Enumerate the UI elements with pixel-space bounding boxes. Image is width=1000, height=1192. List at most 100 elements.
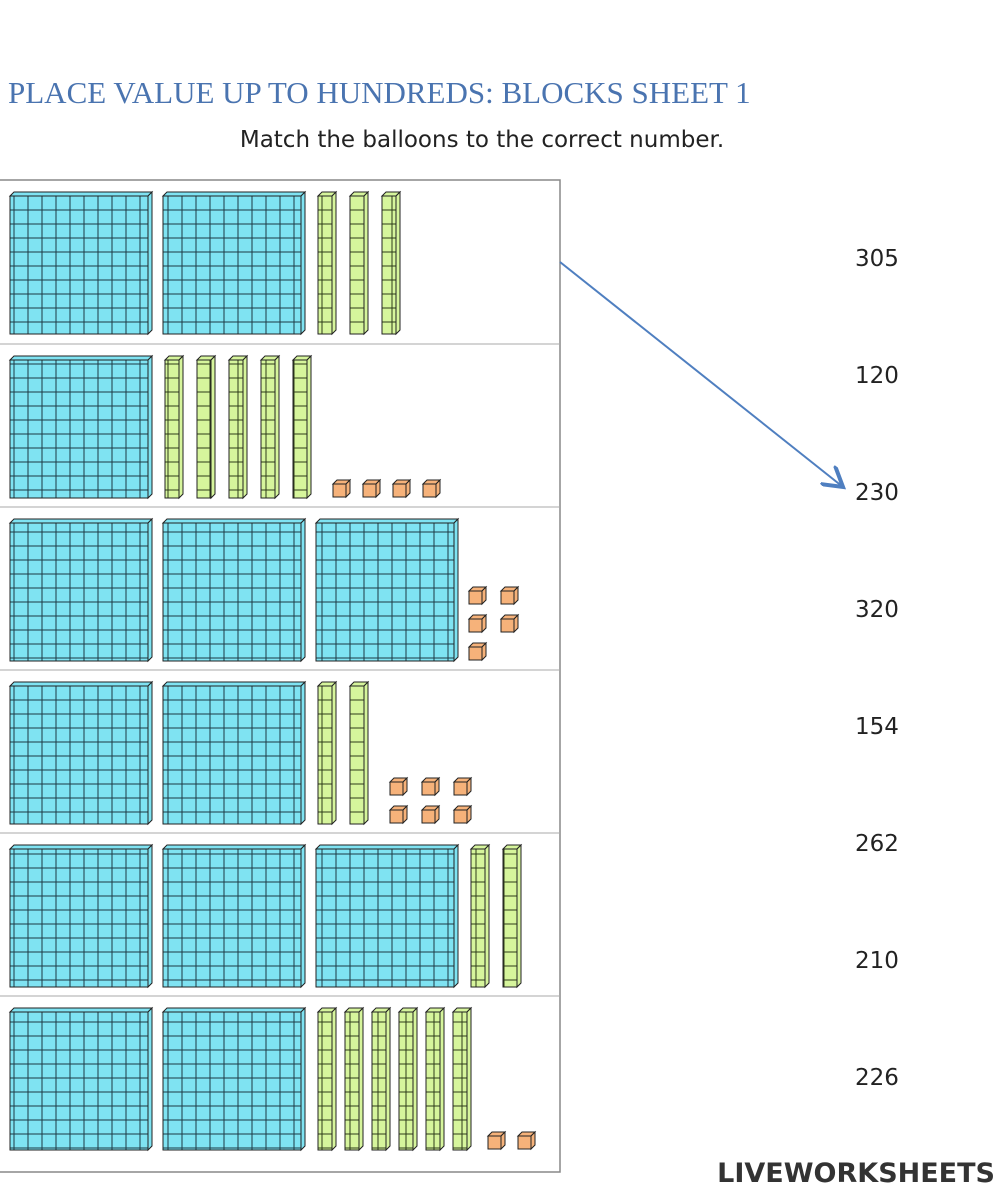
face-side [300,680,306,826]
face-side [147,843,153,989]
answer-number: 305 [855,246,899,272]
hundreds-group [8,517,460,663]
face-front [500,618,515,633]
face-front [468,590,483,605]
tens-group [163,354,313,500]
face-front [502,848,518,988]
hundreds-group [8,1006,307,1152]
face-front [389,781,404,796]
face-front [162,685,302,825]
face-side [147,354,153,500]
face-top [314,518,460,524]
face-front [421,781,436,796]
face-front [9,522,149,662]
face-side [306,354,312,500]
face-front [452,1011,468,1151]
face-side [300,517,306,663]
face-front [425,1011,441,1151]
face-front [421,809,436,824]
numbers: 305 120 230 320 154 262 210 226 [855,246,899,1091]
answer-number: 226 [855,1065,899,1091]
tens-group [469,843,523,989]
face-side [484,843,490,989]
title: PLACE VALUE UP TO HUNDREDS: BLOCKS SHEET… [8,75,751,110]
face-side [242,354,248,500]
blocks-box [0,179,561,1173]
face-side [453,843,459,989]
face-front [453,781,468,796]
ones-group [331,478,442,499]
match-arrow [559,261,843,487]
face-side [274,354,280,500]
face-top [8,681,154,687]
face-front [468,646,483,661]
face-front [468,618,483,633]
face-front [487,1135,502,1150]
face-front [398,1011,414,1151]
face-front [9,685,149,825]
face-side [412,1006,418,1152]
face-front [317,1011,333,1151]
face-top [161,191,307,197]
face-side [385,1006,391,1152]
face-front [344,1011,360,1151]
face-side [210,354,216,500]
hundreds-group [8,354,154,500]
blocks [0,190,560,1152]
face-top [161,518,307,524]
face-front [317,685,333,825]
face-side [300,843,306,989]
face-front [389,809,404,824]
face-front [162,1011,302,1151]
face-front [317,195,333,335]
face-top [8,355,154,361]
face-side [300,190,306,336]
face-side [147,517,153,663]
face-side [453,517,459,663]
answer-number: 120 [855,363,899,389]
face-top [161,844,307,850]
face-top [8,844,154,850]
ones-group [388,776,473,825]
face-front [422,483,437,498]
face-side [516,843,522,989]
face-side [147,680,153,826]
face-front [381,195,397,335]
face-front [332,483,347,498]
face-side [395,190,401,336]
face-side [178,354,184,500]
answer-number: 320 [855,597,899,623]
face-front [228,359,244,499]
face-front [9,359,149,499]
face-front [349,685,365,825]
face-side [331,1006,337,1152]
face-side [466,1006,472,1152]
subtitle: Match the balloons to the correct number… [240,127,724,153]
face-side [147,190,153,336]
face-front [517,1135,532,1150]
face-top [161,1007,307,1013]
face-side [300,1006,306,1152]
face-top [8,1007,154,1013]
face-front [392,483,407,498]
face-front [292,359,308,499]
face-front [9,195,149,335]
face-side [439,1006,445,1152]
face-front [196,359,212,499]
logo: LIVEWORKSHEETS [717,1158,995,1189]
face-side [358,1006,364,1152]
face-front [162,848,302,988]
face-side [331,190,337,336]
face-front [164,359,180,499]
hundreds-group [8,680,307,826]
face-front [349,195,365,335]
face-front [453,809,468,824]
hundreds-group [8,843,460,989]
face-top [161,681,307,687]
answer-number: 154 [855,714,899,740]
face-top [8,518,154,524]
face-top [314,844,460,850]
face-front [162,195,302,335]
face-side [147,1006,153,1152]
